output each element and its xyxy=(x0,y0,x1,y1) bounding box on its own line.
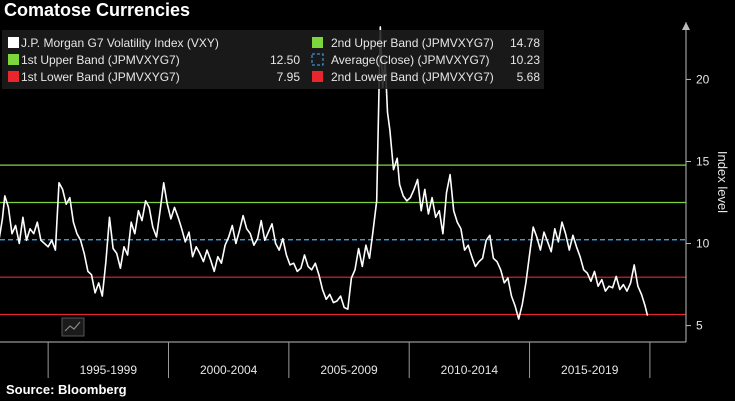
legend-label-3: Average(Close) (JPMVXYG7) xyxy=(331,53,490,67)
axes: 5 10 15 20 Index level 1995-1999 2000-2004 2005… xyxy=(0,22,730,378)
legend-swatch-2 xyxy=(8,54,19,65)
legend-label-2: 1st Upper Band (JPMVXYG7) xyxy=(21,53,180,67)
legend-value-1: 14.78 xyxy=(510,36,540,50)
y-tick-label-1: 10 xyxy=(696,237,710,251)
series-layer xyxy=(0,26,649,320)
y-tick-label-2: 15 xyxy=(696,154,710,168)
x-category-label-2: 2005-2009 xyxy=(320,363,378,377)
x-category-label-0: 1995-1999 xyxy=(80,363,138,377)
source-note: Source: Bloomberg xyxy=(6,382,127,397)
legend-swatch-5 xyxy=(312,71,323,82)
y-axis-label: Index level xyxy=(715,151,730,213)
chart-tool-icon[interactable] xyxy=(61,317,85,337)
chart-title: Comatose Currencies xyxy=(4,0,191,20)
y-tick-label-0: 5 xyxy=(696,319,703,333)
legend-value-2: 12.50 xyxy=(270,53,300,67)
y-axis-arrow xyxy=(682,22,690,30)
legend: J.P. Morgan G7 Volatility Index (VXY) 2nd… xyxy=(2,30,544,89)
legend-label-4: 1st Lower Band (JPMVXYG7) xyxy=(21,70,180,84)
x-category-label-3: 2010-2014 xyxy=(441,363,499,377)
legend-swatch-3 xyxy=(311,53,324,66)
legend-swatch-1 xyxy=(312,37,323,48)
legend-label-0: J.P. Morgan G7 Volatility Index (VXY) xyxy=(21,36,219,50)
legend-label-1: 2nd Upper Band (JPMVXYG7) xyxy=(331,36,494,50)
x-category-label-1: 2000-2004 xyxy=(200,363,258,377)
legend-value-4: 7.95 xyxy=(277,70,301,84)
legend-label-5: 2nd Lower Band (JPMVXYG7) xyxy=(331,70,494,84)
x-category-label-4: 2015-2019 xyxy=(561,363,619,377)
legend-swatch-4 xyxy=(8,71,19,82)
legend-value-3: 10.23 xyxy=(510,53,540,67)
legend-box xyxy=(2,30,544,89)
legend-swatch-0 xyxy=(8,37,19,48)
legend-value-5: 5.68 xyxy=(517,70,541,84)
y-tick-label-3: 20 xyxy=(696,72,710,86)
series-line-0 xyxy=(0,26,649,320)
